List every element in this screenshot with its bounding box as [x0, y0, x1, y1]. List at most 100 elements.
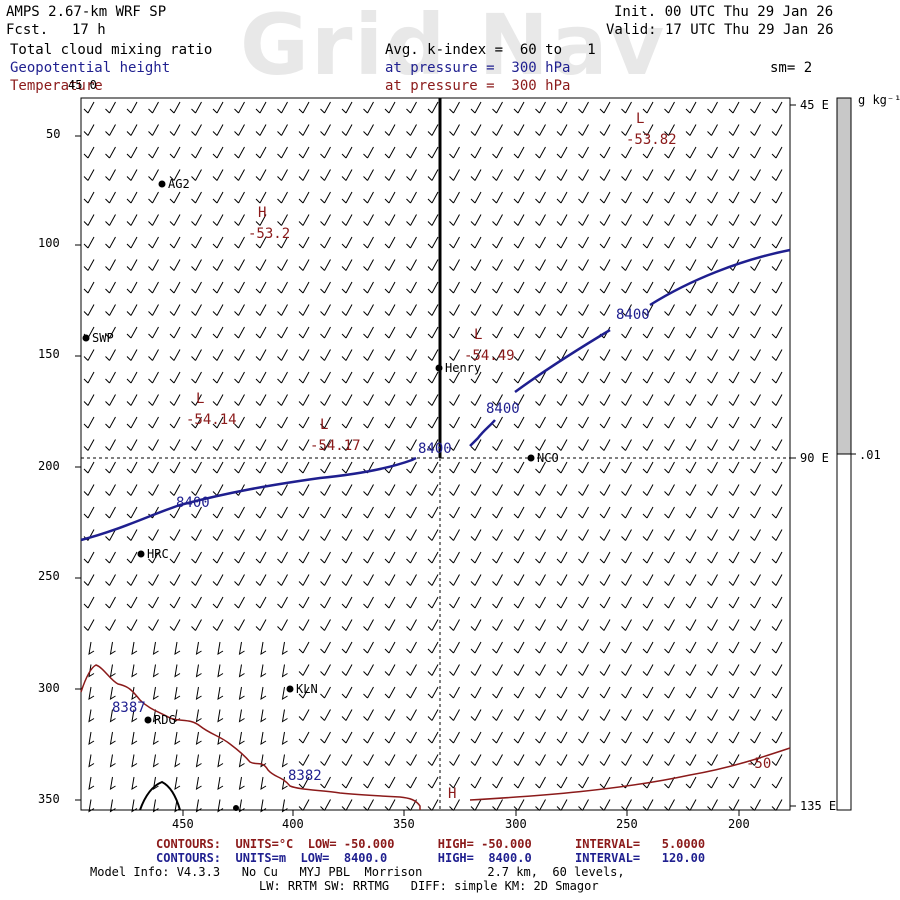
wind-barb: [105, 506, 116, 519]
wind-barb: [685, 191, 697, 204]
y-tick-350: 350: [38, 792, 60, 806]
wind-barb: [642, 416, 654, 429]
wind-barb: [169, 596, 181, 609]
wind-barb: [126, 124, 138, 136]
wind-barb: [234, 596, 245, 609]
wind-barb: [642, 146, 654, 159]
wind-barb: [363, 574, 374, 586]
wind-barb: [535, 619, 546, 631]
wind-barb: [621, 169, 632, 181]
wind-barb: [470, 304, 482, 316]
wind-barb: [234, 416, 245, 429]
wind-barb: [191, 326, 202, 339]
wind-barb: [384, 754, 396, 766]
wind-barb: [427, 326, 439, 339]
wind-barb: [174, 664, 181, 678]
wind-barb: [406, 394, 417, 406]
wind-barb: [750, 281, 761, 294]
wind-barb: [513, 506, 525, 519]
wind-barb: [341, 596, 353, 609]
wind-barb: [148, 371, 159, 384]
wind-barb: [513, 371, 525, 384]
wind-barb: [599, 574, 611, 586]
wind-barb: [578, 506, 589, 519]
wind-barb: [320, 799, 331, 811]
wind-barb: [148, 551, 159, 564]
wind-barb: [664, 169, 675, 181]
wind-barb: [728, 776, 740, 789]
wind-barb: [406, 101, 417, 114]
wind-barb: [148, 529, 159, 541]
wind-barb: [470, 146, 482, 159]
watermark: Grid Nav: [240, 0, 667, 94]
wind-barb: [470, 124, 482, 136]
wind-barb: [642, 619, 654, 631]
wind-barb: [578, 799, 589, 811]
wind-barb: [771, 146, 783, 159]
wind-barb: [234, 619, 245, 631]
wind-barb: [599, 799, 611, 811]
wind-barb: [169, 551, 181, 564]
wind-barb: [492, 551, 503, 564]
wind-barb: [707, 799, 718, 811]
wind-barb: [217, 641, 224, 655]
wind-barb: [621, 484, 632, 496]
wind-barb: [707, 574, 718, 586]
wind-barb: [212, 574, 224, 586]
wind-barb: [234, 371, 245, 384]
right-label-45e: 45 E: [800, 98, 829, 112]
wind-barb: [664, 214, 675, 226]
wind-barb: [707, 529, 718, 541]
wind-barb: [406, 776, 417, 789]
wind-barb: [449, 326, 460, 339]
wind-barb: [83, 461, 95, 474]
wind-barb: [83, 416, 95, 429]
wind-barb: [449, 281, 460, 294]
wind-barb: [320, 236, 331, 249]
wind-barb: [341, 371, 353, 384]
wind-barb: [470, 326, 482, 339]
wind-barb: [191, 551, 202, 564]
wind-barb: [449, 101, 460, 114]
wind-barb: [728, 754, 740, 766]
wind-barb: [169, 574, 181, 586]
wind-barb: [363, 641, 374, 654]
wind-barb: [664, 619, 675, 631]
wind-barb: [169, 124, 181, 136]
wind-barb: [212, 146, 224, 159]
wind-barb: [685, 551, 697, 564]
wind-barb: [750, 461, 761, 474]
wind-barb: [470, 799, 482, 811]
wind-barb: [169, 146, 181, 159]
wind-barb: [664, 754, 675, 766]
wind-barb: [642, 349, 654, 361]
wind-barb: [642, 754, 654, 766]
field-cloud: Total cloud mixing ratio: [10, 42, 213, 58]
wind-barb: [664, 551, 675, 564]
wind-barb: [384, 191, 396, 204]
wind-barb: [238, 799, 245, 813]
wind-barb: [384, 371, 396, 384]
wind-barb: [320, 574, 331, 586]
wind-barb: [728, 349, 740, 361]
wind-barb: [642, 259, 654, 271]
wind-barb: [556, 709, 568, 721]
wind-barb: [750, 799, 761, 811]
wind-barb: [449, 574, 460, 586]
wind-barb: [384, 686, 396, 699]
wind-barb: [492, 439, 503, 451]
y-tick-300: 300: [38, 681, 60, 695]
wind-barb: [599, 461, 611, 474]
wind-barb: [492, 214, 503, 226]
wind-barb: [449, 304, 460, 316]
wind-barb: [384, 596, 396, 609]
wind-barb: [492, 259, 503, 271]
wind-barb: [427, 799, 439, 811]
wind-barb: [599, 394, 611, 406]
wind-barb: [363, 754, 374, 766]
wind-barb: [83, 371, 95, 384]
wind-barb: [148, 416, 159, 429]
wind-barb: [384, 439, 396, 451]
wind-barb: [750, 169, 761, 181]
wind-barb: [277, 101, 288, 114]
